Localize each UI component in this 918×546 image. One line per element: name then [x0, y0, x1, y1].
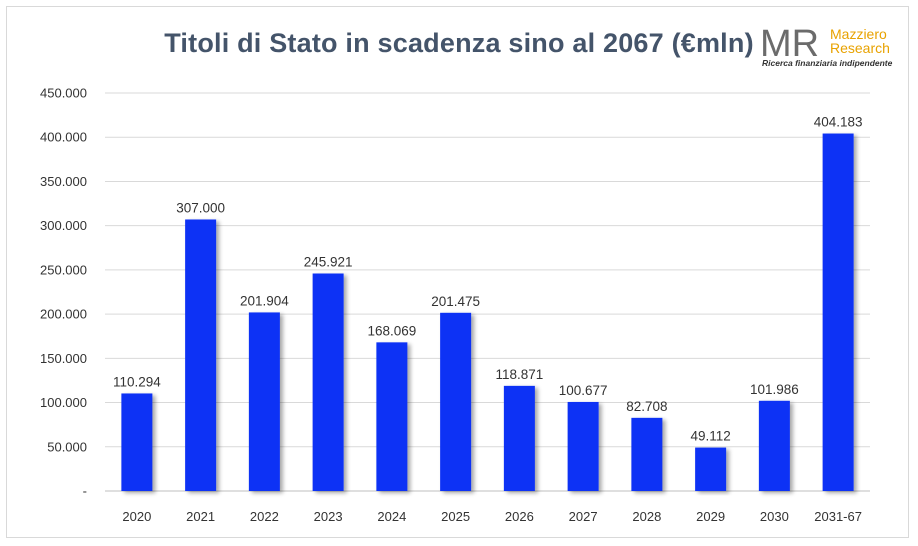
bar-2022: [248, 312, 280, 491]
y-tick-label: 400.000: [40, 130, 87, 145]
bars: [121, 133, 854, 492]
x-tick-label: 2025: [441, 509, 470, 524]
data-label-2029: 49.112: [690, 429, 730, 444]
x-tick-label: 2029: [696, 509, 725, 524]
data-label-2028: 82.708: [626, 399, 667, 414]
data-label-2025: 201.475: [431, 294, 480, 309]
data-label-2021: 307.000: [176, 200, 225, 215]
y-axis-ticks: - 50.000 100.000 150.000 200.000 250.000 300.0…: [40, 86, 87, 499]
x-tick-label: 2028: [632, 509, 661, 524]
logo-mark-text: MR: [760, 23, 819, 65]
bar-2028: [631, 417, 663, 491]
y-tick-label: 250.000: [40, 262, 87, 277]
bar-2021: [185, 219, 217, 491]
x-tick-label: 2027: [569, 509, 598, 524]
data-label-2026: 118.871: [495, 367, 543, 382]
bar-2024: [376, 342, 408, 491]
grid-lines: [105, 92, 870, 492]
y-tick-label: 100.000: [40, 395, 87, 410]
data-label-2023: 245.921: [304, 254, 353, 269]
x-tick-label: 2021: [186, 509, 215, 524]
y-tick-label: -: [83, 484, 87, 499]
x-tick-label: 2031-67: [814, 509, 862, 524]
bar-2030: [758, 400, 790, 491]
y-tick-label: 350.000: [40, 174, 87, 189]
data-label-2020: 110.294: [113, 374, 161, 389]
data-label-2022: 201.904: [240, 293, 289, 308]
brand-logo: MR Mazziero Research Ricerca finanziaria…: [760, 22, 910, 72]
bar-2025: [440, 312, 472, 491]
bar-2029: [695, 447, 727, 491]
data-label-2024: 168.069: [367, 323, 416, 338]
y-tick-label: 450.000: [40, 86, 87, 101]
y-tick-label: 300.000: [40, 218, 87, 233]
x-tick-label: 2022: [250, 509, 279, 524]
x-tick-label: 2030: [760, 509, 789, 524]
y-tick-label: 150.000: [40, 351, 87, 366]
chart-title: Titoli di Stato in scadenza sino al 2067…: [164, 28, 754, 58]
x-tick-label: 2026: [505, 509, 534, 524]
y-tick-label: 50.000: [47, 439, 87, 454]
bar-2031-67: [822, 133, 854, 492]
x-tick-label: 2023: [314, 509, 343, 524]
bar-2023: [312, 273, 344, 491]
bar-2020: [121, 393, 153, 491]
data-labels: 110.294 307.000 201.904 245.921 168.069 201.4…: [113, 115, 863, 444]
x-tick-label: 2024: [377, 509, 406, 524]
logo-mark-icon: MR: [760, 23, 819, 65]
data-label-2027: 100.677: [559, 383, 608, 398]
logo-tagline: Ricerca finanziaria indipendente: [762, 58, 893, 68]
x-tick-label: 2020: [122, 509, 151, 524]
data-label-2031-67: 404.183: [814, 115, 863, 130]
bar-2027: [567, 401, 599, 491]
logo-word-1: Mazziero: [830, 26, 887, 42]
y-tick-label: 200.000: [40, 307, 87, 322]
x-axis-ticks: 2020 2021 2022 2023 2024 2025 2026 2027 2028 2029…: [122, 509, 862, 524]
logo-word-2: Research: [830, 40, 890, 56]
data-label-2030: 101.986: [750, 382, 799, 397]
bar-2026: [503, 385, 535, 491]
